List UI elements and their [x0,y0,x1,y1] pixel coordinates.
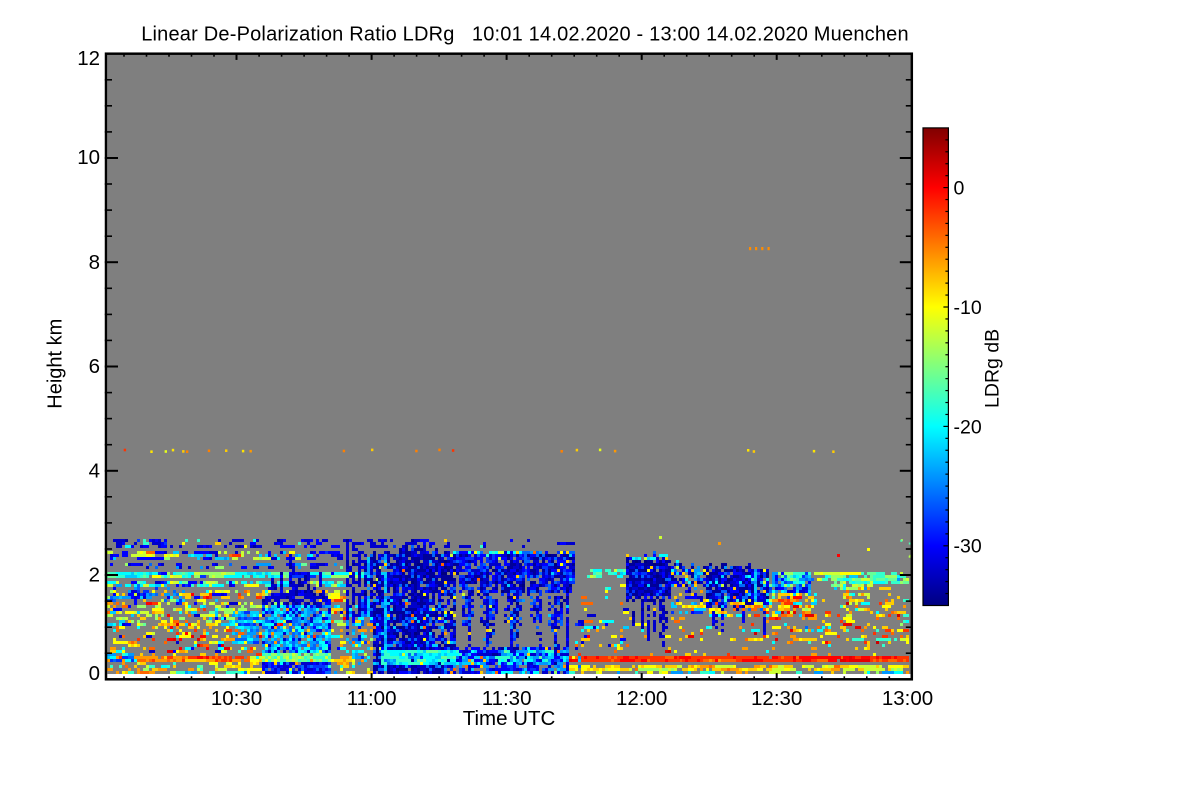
svg-text:11:00: 11:00 [347,687,397,710]
svg-text:10:30: 10:30 [211,687,262,710]
svg-text:4: 4 [89,459,100,482]
svg-text:13:00: 13:00 [882,687,933,710]
svg-text:12:30: 12:30 [751,687,802,710]
svg-text:12:00: 12:00 [616,687,667,710]
svg-text:12: 12 [77,47,100,70]
svg-text:Time UTC: Time UTC [463,707,556,730]
svg-text:2: 2 [89,563,100,586]
svg-text:6: 6 [89,355,100,378]
svg-text:0: 0 [954,178,965,200]
svg-text:Height km: Height km [45,319,67,409]
svg-text:8: 8 [89,251,100,274]
svg-text:10: 10 [77,146,100,169]
svg-text:-20: -20 [954,416,982,438]
svg-text:Linear De-Polarization Ratio L: Linear De-Polarization Ratio LDRg 10:01 … [141,24,909,46]
svg-text:0: 0 [89,662,100,685]
svg-text:-10: -10 [954,297,982,319]
svg-text:-30: -30 [954,536,982,558]
svg-text:LDRg dB: LDRg dB [982,329,1004,408]
svg-text:11:30: 11:30 [482,687,532,710]
